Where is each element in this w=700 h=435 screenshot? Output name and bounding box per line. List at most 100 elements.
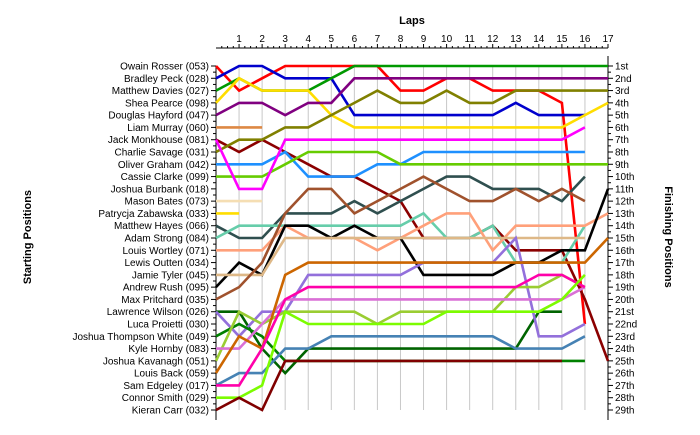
- finishing-position-label: 28th: [615, 393, 634, 404]
- driver-line-28: [216, 274, 586, 399]
- starting-position-label: Lawrence Wilson (026): [107, 307, 209, 318]
- finishing-position-label: 13th: [615, 209, 634, 220]
- finishing-position-label: 21st: [615, 307, 634, 318]
- x-tick-label-3: 3: [282, 34, 288, 45]
- driver-line-24: [216, 285, 586, 350]
- starting-position-label: Adam Strong (084): [125, 234, 210, 245]
- driver-line-11: [214, 126, 586, 191]
- x-tick-label-17: 17: [602, 34, 614, 45]
- x-tick-label-7: 7: [375, 34, 381, 45]
- starting-position-label: Liam Murray (060): [127, 123, 209, 134]
- starting-position-label: Jack Monkhouse (081): [108, 135, 209, 146]
- finishing-position-label: 11th: [615, 184, 634, 195]
- axes: [211, 44, 613, 420]
- y-axis-right-title: Finishing Positions: [662, 186, 674, 287]
- finishing-position-label: 4th: [615, 98, 629, 109]
- finishing-position-label: 20th: [615, 295, 634, 306]
- driver-line-29: [215, 359, 562, 412]
- finishing-position-label: 6th: [615, 123, 629, 134]
- finishing-position-label: 8th: [615, 148, 629, 159]
- starting-position-label: Patrycja Zabawska (033): [98, 209, 209, 220]
- driver-line-21: [215, 235, 586, 339]
- x-tick-label-15: 15: [556, 34, 568, 45]
- finishing-position-label: 1st: [615, 62, 629, 73]
- finishing-position-label: 17th: [615, 258, 634, 269]
- starting-position-label: Louis Back (059): [134, 369, 209, 380]
- driver-line-10: [216, 150, 608, 178]
- starting-position-label: Kieran Carr (032): [132, 406, 209, 417]
- x-tick-label-9: 9: [421, 34, 427, 45]
- x-tick-label-6: 6: [352, 34, 358, 45]
- starting-position-label: Joshua Thompson White (049): [72, 332, 209, 343]
- finishing-position-label: 9th: [615, 160, 629, 171]
- finishing-position-label: 14th: [615, 221, 634, 232]
- driver-line-8: [215, 89, 608, 154]
- finishing-position-label: 15th: [615, 234, 634, 245]
- driver-line-4: [215, 76, 609, 129]
- starting-position-label: Charlie Savage (031): [115, 148, 210, 159]
- finishing-position-label: 10th: [615, 172, 634, 183]
- starting-position-label: Louis Wortley (071): [122, 246, 209, 257]
- finishing-position-label: 7th: [615, 135, 629, 146]
- starting-position-label: Matthew Davies (027): [112, 86, 209, 97]
- finishing-position-label: 27th: [615, 381, 634, 392]
- driver-line-14: [215, 175, 586, 240]
- finishing-position-label: 25th: [615, 356, 634, 367]
- finishing-position-label: 29th: [615, 406, 634, 417]
- driver-line-5: [215, 77, 608, 117]
- starting-position-label: Andrew Rush (095): [123, 283, 209, 294]
- starting-position-label: Connor Smith (029): [122, 393, 209, 404]
- finishing-position-label: 5th: [615, 111, 629, 122]
- starting-position-label: Matthew Hayes (066): [114, 221, 209, 232]
- x-tick-label-12: 12: [487, 34, 499, 45]
- x-tick-label-5: 5: [329, 34, 335, 45]
- starting-position-label: Joshua Burbank (018): [111, 184, 209, 195]
- x-tick-label-4: 4: [305, 34, 311, 45]
- driver-line-18: [216, 236, 585, 277]
- finishing-position-label: 2nd: [615, 74, 632, 85]
- driver-line-26: [215, 335, 586, 387]
- finishing-position-label: 23rd: [615, 332, 635, 343]
- starting-position-label: Lewis Outten (034): [125, 258, 210, 269]
- starting-position-label: Oliver Graham (042): [118, 160, 209, 171]
- starting-position-label: Mason Bates (073): [125, 197, 210, 208]
- driver-line-16: [216, 212, 609, 253]
- starting-position-label: Shea Pearce (098): [125, 98, 209, 109]
- finishing-position-label: 22nd: [615, 320, 637, 331]
- finishing-position-label: 19th: [615, 283, 634, 294]
- starting-position-label: Douglas Hayford (047): [108, 111, 209, 122]
- x-tick-label-11: 11: [464, 34, 475, 45]
- finishing-position-label: 12th: [615, 197, 634, 208]
- driver-line-27: [216, 273, 586, 387]
- x-tick-label-14: 14: [533, 34, 545, 45]
- starting-position-label: Cassie Clarke (099): [121, 172, 209, 183]
- series-lines: [214, 64, 610, 412]
- x-axis-title: Laps: [399, 15, 425, 27]
- x-tick-label-13: 13: [510, 34, 522, 45]
- x-tick-label-8: 8: [398, 34, 404, 45]
- driver-line-2: [215, 64, 585, 117]
- x-tick-label-1: 1: [236, 34, 242, 45]
- starting-position-label: Sam Edgeley (017): [123, 381, 209, 392]
- x-tick-label-16: 16: [579, 34, 591, 45]
- y-axis-left-title: Starting Positions: [22, 190, 34, 284]
- starting-position-label: Max Pritchard (035): [121, 295, 209, 306]
- starting-position-label: Luca Proietti (030): [127, 320, 209, 331]
- driver-line-19: [215, 175, 586, 301]
- finishing-position-label: 24th: [615, 344, 634, 355]
- finishing-position-label: 3rd: [615, 86, 629, 97]
- x-tick-label-10: 10: [441, 34, 453, 45]
- driver-line-25: [214, 237, 609, 374]
- finishing-position-label: 18th: [615, 270, 634, 281]
- starting-position-label: Joshua Kavanagh (051): [103, 356, 209, 367]
- finishing-position-label: 16th: [615, 246, 634, 257]
- finishing-position-label: 26th: [615, 369, 634, 380]
- starting-position-label: Kyle Hornby (083): [128, 344, 209, 355]
- x-tick-label-2: 2: [259, 34, 265, 45]
- starting-position-label: Jamie Tyler (045): [132, 270, 209, 281]
- starting-position-label: Bradley Peck (028): [124, 74, 209, 85]
- driver-line-17: [215, 188, 610, 288]
